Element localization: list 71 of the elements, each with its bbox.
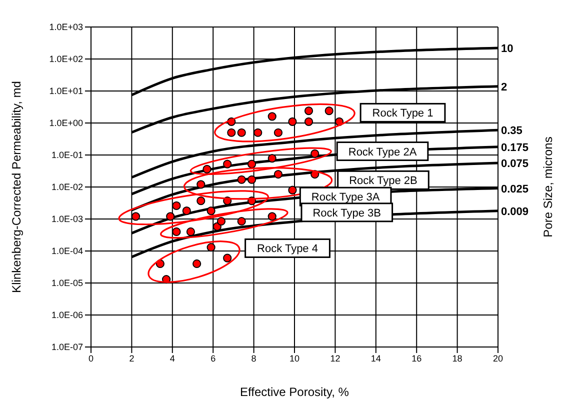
x-tick-label: 16 (412, 353, 422, 364)
point (196, 196, 206, 206)
x-tick-label: 2 (129, 353, 134, 364)
y-tick-label: 1.0E-04 (51, 246, 83, 256)
x-tick-label: 6 (210, 353, 216, 364)
text: Rock Type 3A (311, 192, 380, 204)
point (324, 106, 334, 116)
series-label: 0.075 (501, 158, 529, 170)
text: Rock Type 2A (348, 146, 418, 158)
text: Rock Type 3B (312, 207, 382, 220)
point (206, 243, 216, 252)
y-tick-label: 1.0E-06 (51, 310, 83, 320)
text: Rock Type 2B (349, 175, 418, 188)
text: Rock Type 4 (257, 243, 318, 256)
point (310, 149, 320, 158)
point (182, 206, 191, 216)
series-label: 0.35 (501, 125, 522, 138)
point (172, 227, 181, 236)
y-tick-label: 1.0E-05 (51, 278, 83, 288)
x-tick-label: 20 (492, 353, 504, 364)
y-axis-title: Klinkenberg-Corrected Permeability, md (9, 81, 24, 293)
point (223, 160, 232, 168)
y-tick-label: 1.0E-01 (51, 150, 83, 160)
y-tick-label: 1.0E+01 (49, 86, 83, 96)
y-tick-label: 1.0E+03 (49, 22, 83, 32)
y2-axis-title: Pore Size, microns (541, 136, 555, 238)
point (131, 212, 140, 221)
x-tick-label: 4 (170, 353, 175, 364)
point (206, 206, 216, 216)
point (288, 186, 297, 194)
text: Rock Type 1 (372, 108, 434, 120)
point (186, 227, 196, 236)
y-tick-label: 1.0E-03 (51, 214, 83, 224)
point (247, 175, 256, 184)
point (274, 128, 283, 137)
y-tick-label: 1.0E-02 (51, 182, 83, 192)
point (237, 216, 246, 226)
point (192, 259, 202, 268)
x-tick-label: 8 (251, 353, 256, 364)
series-label: 0.009 (501, 206, 529, 218)
y-tick-label: 1.0E-07 (51, 342, 83, 352)
x-axis-title: Effective Porosity, % (240, 385, 350, 399)
y-tick-label: 1.0E+00 (49, 118, 83, 128)
point (304, 117, 314, 126)
point (268, 212, 276, 221)
point (223, 254, 232, 262)
x-tick-label: 10 (289, 353, 300, 364)
point (166, 212, 175, 221)
series-label: 0.175 (501, 142, 529, 154)
point (227, 128, 236, 137)
x-tick-label: 0 (88, 353, 94, 364)
point (247, 160, 256, 168)
point (196, 180, 206, 189)
point (237, 128, 246, 137)
point (274, 170, 283, 179)
x-tick-label: 12 (330, 353, 340, 364)
point (268, 154, 276, 163)
point (216, 216, 226, 226)
point (202, 164, 212, 174)
x-tick-label: 14 (370, 353, 381, 364)
series-label: 2 (501, 81, 508, 94)
point (304, 106, 314, 116)
y-tick-label: 1.0E+02 (49, 54, 83, 64)
point (237, 175, 246, 184)
x-tick-label: 18 (452, 353, 462, 364)
series-label: 0.025 (501, 183, 529, 196)
series-label: 10 (501, 43, 514, 56)
point (268, 112, 276, 121)
point (288, 117, 297, 126)
point (254, 128, 262, 137)
point (172, 201, 181, 210)
